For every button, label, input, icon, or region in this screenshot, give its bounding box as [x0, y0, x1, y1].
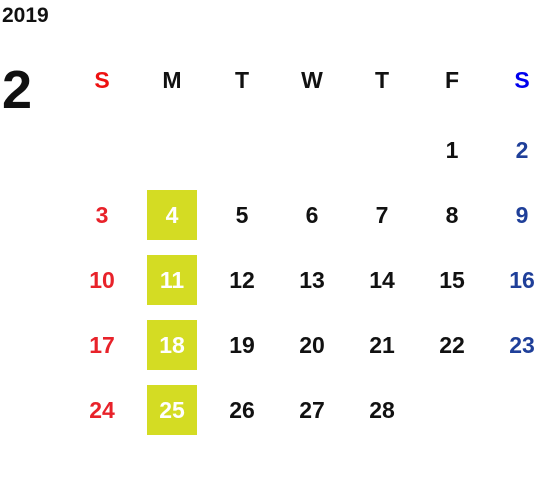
day: 3: [95, 201, 109, 228]
day: 12: [229, 266, 255, 293]
day: 21: [369, 331, 395, 358]
day: 19: [229, 331, 255, 358]
day: 26: [229, 396, 255, 423]
day: 24: [89, 396, 115, 423]
day: 18: [147, 320, 197, 370]
day: 10: [89, 266, 115, 293]
year: 2019: [2, 4, 49, 27]
month: 2: [2, 60, 33, 120]
day: 17: [89, 331, 115, 358]
day: 5: [235, 201, 249, 228]
day: 25: [147, 385, 197, 435]
day: 7: [375, 201, 389, 228]
day: 2: [515, 136, 529, 163]
weekday-label: S: [94, 66, 110, 93]
day: 23: [509, 331, 535, 358]
day: 13: [299, 266, 325, 293]
day: 15: [439, 266, 465, 293]
day: 6: [305, 201, 319, 228]
day: 27: [299, 396, 325, 423]
day: 16: [509, 266, 535, 293]
day: 28: [369, 396, 395, 423]
day: 1: [445, 136, 459, 163]
weekday-label: T: [374, 66, 390, 93]
day: 22: [439, 331, 465, 358]
weekday-label: S: [514, 66, 530, 93]
day: 4: [147, 190, 197, 240]
weekday-label: F: [444, 66, 460, 93]
day: 8: [445, 201, 459, 228]
day: 20: [299, 331, 325, 358]
day: 9: [515, 201, 529, 228]
day: 14: [369, 266, 395, 293]
day: 11: [147, 255, 197, 305]
weekday-label: M: [162, 66, 182, 93]
weekday-label: T: [234, 66, 250, 93]
weekday-label: W: [301, 66, 323, 93]
